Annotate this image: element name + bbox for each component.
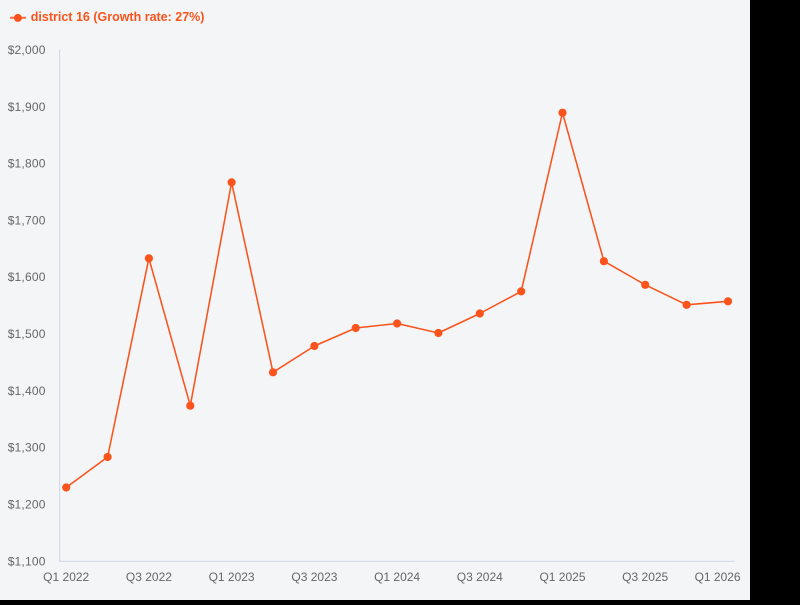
svg-text:$1,200: $1,200 xyxy=(8,498,46,512)
svg-text:$1,700: $1,700 xyxy=(8,213,46,227)
svg-text:$1,100: $1,100 xyxy=(8,554,46,568)
svg-text:$1,800: $1,800 xyxy=(8,157,46,171)
svg-text:Q3 2024: Q3 2024 xyxy=(457,570,503,584)
svg-text:$2,000: $2,000 xyxy=(8,43,46,57)
svg-text:district 16 (Growth rate: 27%): district 16 (Growth rate: 27%) xyxy=(31,10,205,24)
svg-text:Q3 2025: Q3 2025 xyxy=(622,570,668,584)
svg-text:Q1 2026: Q1 2026 xyxy=(695,570,741,584)
svg-text:Q1 2024: Q1 2024 xyxy=(374,570,420,584)
svg-text:Q1 2022: Q1 2022 xyxy=(43,570,89,584)
svg-text:$1,600: $1,600 xyxy=(8,270,46,284)
svg-text:Q1 2025: Q1 2025 xyxy=(539,570,585,584)
svg-text:$1,500: $1,500 xyxy=(8,327,46,341)
svg-text:Q3 2023: Q3 2023 xyxy=(291,570,337,584)
svg-text:Q3 2022: Q3 2022 xyxy=(126,570,172,584)
svg-text:$1,300: $1,300 xyxy=(8,441,46,455)
svg-text:Q1 2023: Q1 2023 xyxy=(209,570,255,584)
svg-text:$1,400: $1,400 xyxy=(8,384,46,398)
svg-text:$1,900: $1,900 xyxy=(8,100,46,114)
